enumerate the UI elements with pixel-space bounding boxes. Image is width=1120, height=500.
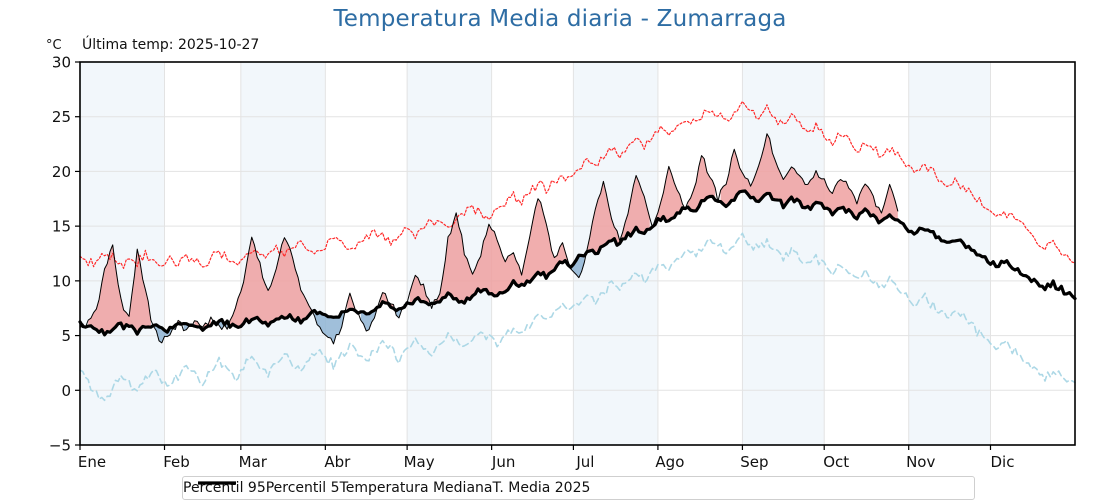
area-above	[88, 244, 151, 335]
month-bands	[80, 62, 1075, 445]
series-percentil-95	[79, 100, 1076, 269]
y-tick-label: −5	[49, 437, 71, 455]
legend-item[interactable]: Percentil 5	[198, 477, 340, 499]
area-above	[587, 175, 650, 254]
x-tick-label: Mar	[239, 453, 268, 471]
x-tick-label: Nov	[906, 453, 935, 471]
y-tick-label: 20	[52, 163, 71, 181]
last-temp-subtitle: Última temp: 2025-10-27	[82, 37, 260, 53]
x-tick-label: May	[404, 453, 435, 471]
axes-frame	[79, 61, 1076, 446]
x-tick-label: Sep	[740, 453, 768, 471]
x-tick-label: Jun	[491, 453, 515, 471]
y-axis-unit-label: °C	[46, 38, 62, 53]
legend-label: Percentil 5	[265, 480, 340, 496]
y-tick-label: 15	[52, 218, 71, 236]
month-band	[164, 62, 241, 445]
x-tick-label: Ene	[78, 453, 106, 471]
legend-label: T. Media 2025	[492, 480, 591, 496]
month-band	[325, 62, 408, 445]
x-tick-label: Feb	[163, 453, 190, 471]
x-tick-label: Dic	[991, 453, 1015, 471]
page-title: Temperatura Media diaria - Zumarraga	[333, 6, 787, 32]
month-band	[80, 62, 165, 445]
legend-item[interactable]: Temperatura Mediana	[198, 477, 493, 499]
x-tick-label: Abr	[324, 453, 351, 471]
y-tick-label: 30	[52, 54, 71, 72]
fill-above-median	[88, 133, 898, 335]
chart-legend: Percentil 95 Percentil 5 Temperatura Media…	[182, 476, 975, 500]
legend-label: Temperatura Mediana	[339, 480, 493, 496]
month-band	[742, 62, 825, 445]
series-percentil-5	[79, 232, 1076, 402]
legend-swatch-icon	[198, 482, 236, 484]
area-above	[409, 275, 429, 305]
x-tick-label: Jul	[575, 453, 594, 471]
y-tick-label: 0	[61, 382, 71, 400]
x-tick-label: Oct	[823, 453, 849, 471]
area-below	[314, 310, 345, 344]
area-above	[229, 237, 312, 328]
legend-item[interactable]: T. Media 2025	[198, 477, 591, 499]
y-axis-ticks: −5 0 5 10 15 20 25 30	[49, 54, 80, 455]
x-axis-ticks: Ene Feb Mar Abr May Jun Jul Ago Sep Oct Nov Dic	[78, 445, 1015, 471]
month-band	[990, 62, 1075, 445]
area-above	[687, 155, 716, 211]
month-band	[824, 62, 909, 445]
area-above	[434, 198, 568, 304]
x-tick-label: Ago	[655, 453, 684, 471]
series-t-media-2025	[79, 133, 899, 345]
y-tick-label: 25	[52, 108, 71, 126]
area-above	[720, 133, 898, 223]
area-above	[655, 166, 683, 225]
month-band	[657, 62, 743, 445]
y-tick-label: 10	[52, 272, 71, 290]
series-temperatura-mediana	[78, 189, 1077, 337]
y-tick-label: 5	[61, 327, 71, 345]
